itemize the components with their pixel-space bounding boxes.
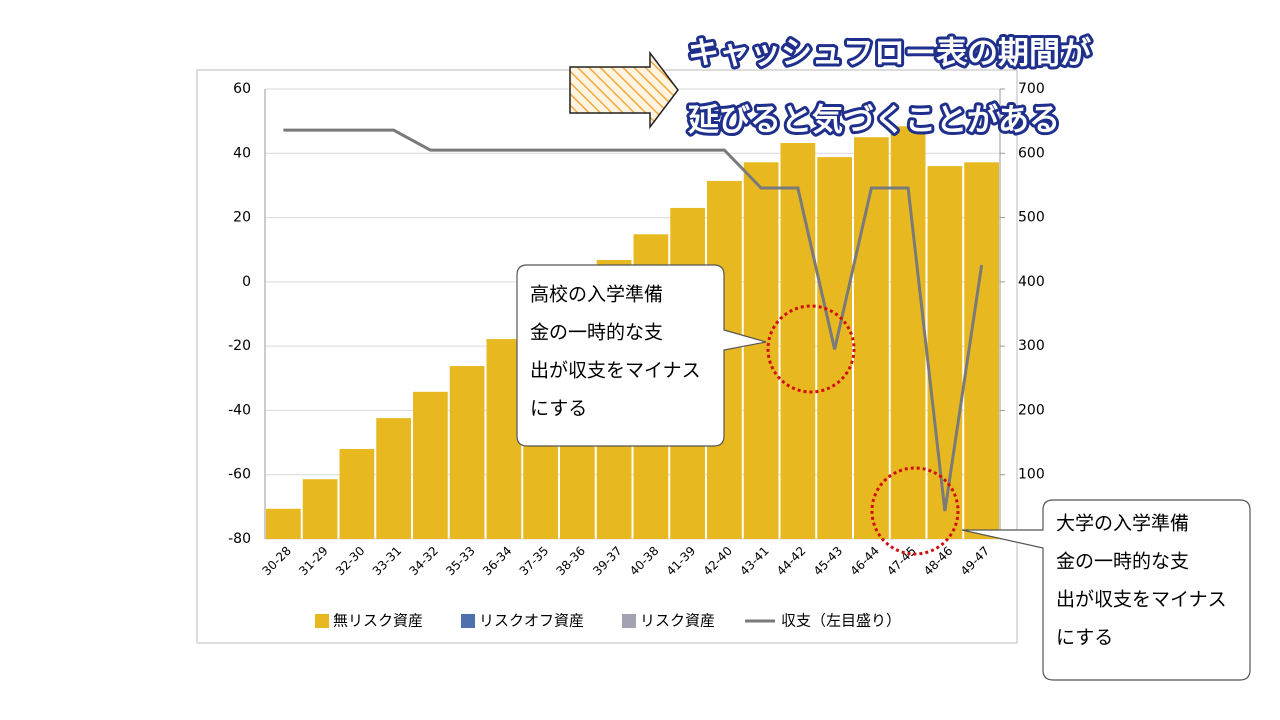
legend-label: 無リスク資産 [333, 612, 423, 630]
legend-label: リスクオフ資産 [479, 612, 584, 630]
y-tick-label: 0 [242, 274, 251, 290]
bar [743, 162, 779, 540]
y2-tick-label: 400 [1018, 274, 1045, 290]
legend-swatch [461, 614, 476, 628]
legend-label: 収支（左目盛り） [781, 612, 901, 630]
highlight-circle [766, 304, 856, 394]
callout-text: にする [1056, 627, 1113, 649]
callout-text: 出が収支をマイナス [530, 360, 701, 382]
bar [486, 339, 522, 539]
y2-tick-label: 700 [1018, 81, 1045, 97]
arrow [569, 50, 679, 130]
banner-line: キャッシュフロー表の期間が [688, 36, 1091, 72]
callout [961, 499, 1251, 681]
y-tick-label: -60 [228, 467, 251, 483]
y-tick-label: -20 [228, 338, 251, 354]
y-tick-label: -40 [228, 402, 251, 418]
callout-texts: 高校の入学準備金の一時的な支出が収支をマイナスにする大学の入学準備金の一時的な支… [530, 284, 1227, 649]
bar [927, 166, 963, 539]
y-tick-label: 20 [233, 210, 251, 226]
callout [516, 264, 767, 447]
bar [339, 449, 375, 539]
y2-tick-label: 500 [1018, 210, 1045, 226]
y2-tick-label: 300 [1018, 338, 1045, 354]
bar [780, 143, 816, 539]
bar [449, 366, 485, 539]
legend-label: リスク資産 [640, 612, 715, 630]
callout-text: 大学の入学準備 [1056, 513, 1189, 535]
banner-line: 延びると気づくことがある [687, 103, 1060, 139]
highlight-circle [870, 466, 960, 556]
bar [854, 137, 889, 539]
line [283, 128, 984, 512]
bar [376, 418, 411, 539]
y2-tick-label: 100 [1018, 467, 1045, 483]
legend-swatch [315, 614, 329, 628]
y-tick-label: 60 [233, 81, 251, 97]
bar [266, 508, 301, 539]
bar [302, 479, 338, 539]
y-tick-label: -80 [228, 531, 251, 547]
y-tick-label: 40 [233, 145, 251, 161]
callout-text: 出が収支をマイナス [1056, 589, 1227, 611]
bar [413, 391, 448, 539]
callout-text: 金の一時的な支 [530, 322, 663, 344]
callout-text: 高校の入学準備 [530, 284, 663, 306]
y2-tick-label: 200 [1018, 402, 1045, 418]
callout-text: 金の一時的な支 [1056, 551, 1189, 573]
y2-tick-label: 600 [1018, 145, 1045, 161]
callout-text: にする [530, 398, 587, 420]
legend-swatch [622, 614, 637, 628]
